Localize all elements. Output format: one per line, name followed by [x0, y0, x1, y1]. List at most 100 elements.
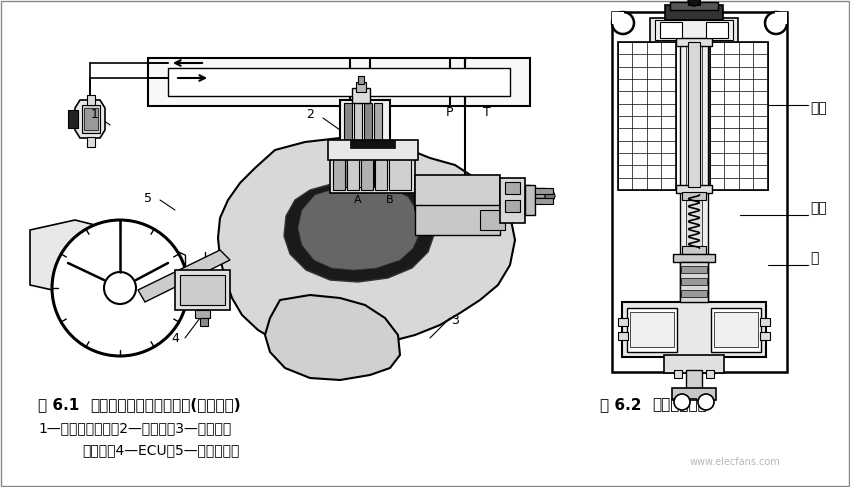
- Text: www.elecfans.com: www.elecfans.com: [690, 457, 781, 467]
- Bar: [68, 110, 78, 128]
- Circle shape: [104, 272, 136, 304]
- Bar: [500, 178, 525, 223]
- Text: 1—动力转向油缸；2—电磁阀；3—动力转向: 1—动力转向油缸；2—电磁阀；3—动力转向: [38, 421, 231, 435]
- Circle shape: [612, 12, 634, 34]
- Bar: [330, 145, 415, 193]
- Polygon shape: [30, 220, 100, 295]
- Bar: [760, 318, 770, 326]
- Bar: [673, 254, 715, 262]
- Text: A: A: [354, 195, 362, 205]
- Bar: [347, 148, 359, 190]
- Bar: [333, 148, 345, 190]
- Bar: [535, 198, 553, 204]
- Text: 流量控制式动力转向系统(凌志轿车): 流量控制式动力转向系统(凌志轿车): [90, 397, 241, 412]
- Text: 5: 5: [144, 191, 152, 205]
- Bar: [200, 318, 208, 326]
- Bar: [535, 188, 553, 194]
- Text: 3: 3: [451, 314, 459, 326]
- Bar: [711, 308, 761, 352]
- Bar: [500, 185, 530, 200]
- Bar: [374, 103, 382, 187]
- Bar: [82, 105, 100, 133]
- Bar: [618, 318, 628, 326]
- Circle shape: [688, 0, 700, 6]
- Bar: [676, 185, 712, 193]
- Polygon shape: [75, 100, 105, 138]
- Bar: [681, 290, 707, 297]
- Bar: [364, 103, 372, 187]
- Bar: [356, 82, 366, 92]
- Bar: [670, 2, 718, 10]
- Bar: [665, 5, 723, 20]
- Bar: [674, 370, 682, 378]
- Bar: [354, 103, 362, 187]
- Text: B: B: [386, 195, 394, 205]
- Bar: [389, 148, 411, 190]
- Bar: [352, 88, 370, 103]
- Circle shape: [765, 12, 787, 34]
- Bar: [676, 38, 712, 46]
- Bar: [415, 205, 500, 235]
- Bar: [195, 310, 210, 318]
- Text: P: P: [446, 106, 454, 118]
- Bar: [618, 42, 676, 190]
- Bar: [650, 18, 738, 43]
- Bar: [612, 12, 624, 24]
- Bar: [682, 246, 706, 254]
- Bar: [627, 308, 677, 352]
- Bar: [672, 388, 716, 400]
- Bar: [706, 370, 714, 378]
- Bar: [375, 148, 387, 190]
- Polygon shape: [284, 180, 435, 282]
- Bar: [680, 262, 708, 302]
- Bar: [688, 42, 700, 187]
- Bar: [530, 188, 545, 198]
- Bar: [681, 278, 707, 285]
- Bar: [344, 103, 352, 187]
- Bar: [361, 148, 373, 190]
- Text: 1: 1: [91, 109, 99, 121]
- Bar: [760, 332, 770, 340]
- Text: 4: 4: [171, 332, 179, 344]
- Bar: [714, 312, 758, 347]
- Text: 弹簧: 弹簧: [810, 201, 827, 215]
- Bar: [660, 22, 682, 38]
- Circle shape: [545, 191, 555, 201]
- Text: 图 6.2: 图 6.2: [600, 397, 642, 412]
- Bar: [87, 137, 95, 147]
- Polygon shape: [265, 295, 400, 380]
- Bar: [680, 12, 708, 372]
- Circle shape: [52, 220, 188, 356]
- Circle shape: [698, 394, 714, 410]
- Text: T: T: [483, 106, 490, 118]
- Bar: [87, 95, 95, 105]
- Text: 控制阀；4—ECU；5—车速传感器: 控制阀；4—ECU；5—车速传感器: [82, 443, 240, 457]
- Polygon shape: [350, 140, 395, 148]
- Bar: [328, 140, 418, 160]
- Bar: [682, 192, 706, 200]
- Bar: [415, 175, 500, 210]
- Bar: [505, 200, 520, 212]
- Text: 线圈: 线圈: [810, 101, 827, 115]
- Bar: [525, 185, 535, 215]
- Bar: [148, 58, 530, 106]
- Bar: [180, 275, 225, 305]
- Bar: [681, 266, 707, 273]
- Bar: [710, 42, 768, 190]
- Bar: [686, 12, 702, 372]
- Circle shape: [674, 394, 690, 410]
- Bar: [655, 20, 733, 40]
- Bar: [688, 0, 700, 5]
- Bar: [630, 312, 674, 347]
- Polygon shape: [218, 138, 515, 350]
- Bar: [664, 355, 724, 373]
- Bar: [706, 22, 728, 38]
- Bar: [340, 100, 390, 190]
- Bar: [622, 302, 766, 357]
- Polygon shape: [138, 250, 230, 302]
- Bar: [480, 210, 505, 230]
- Bar: [618, 332, 628, 340]
- Bar: [686, 370, 702, 390]
- Text: 图 6.1: 图 6.1: [38, 397, 79, 412]
- Bar: [175, 270, 230, 310]
